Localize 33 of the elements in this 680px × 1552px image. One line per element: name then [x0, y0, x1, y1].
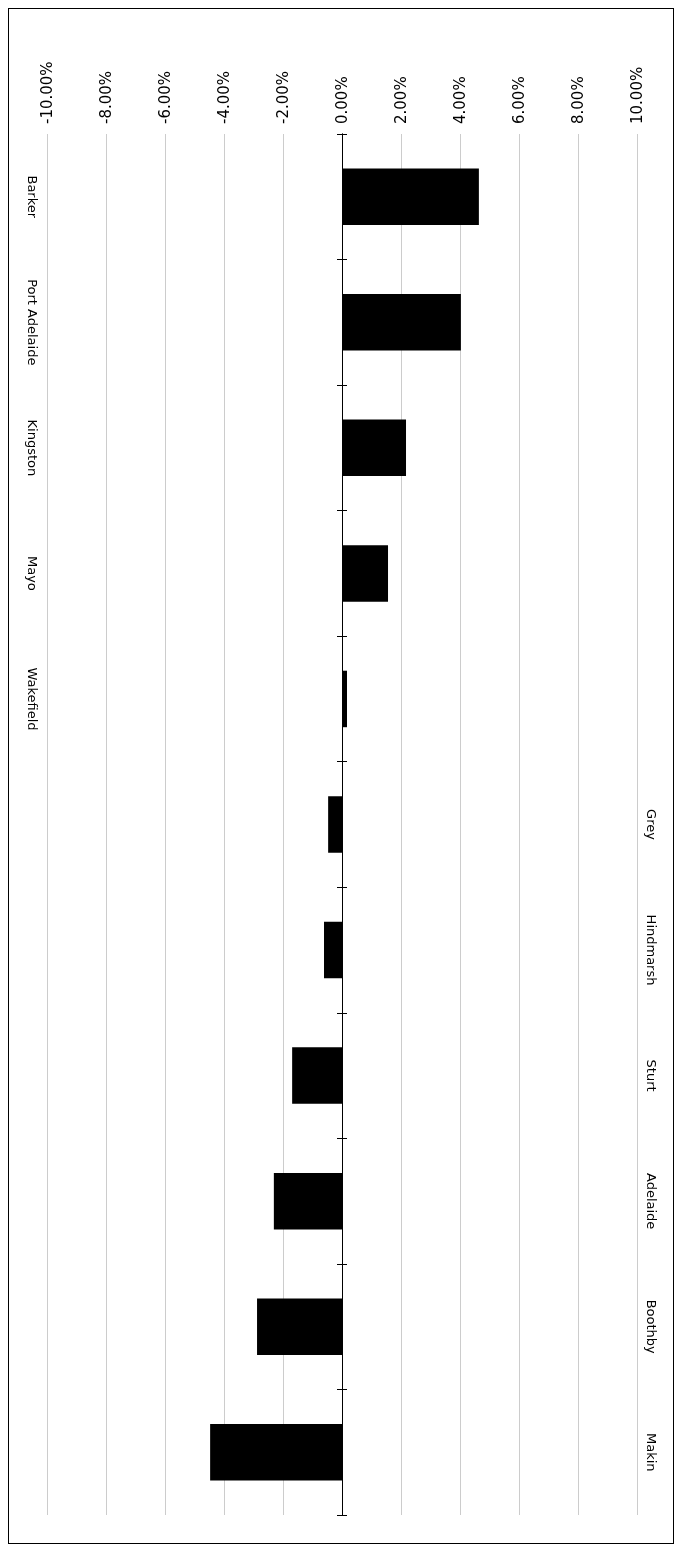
x-tick-label: -8.00%: [97, 70, 115, 124]
x-tick-label: -2.00%: [274, 70, 292, 124]
bar: [342, 419, 407, 477]
bar: [342, 168, 479, 226]
y-tick-label: Port Adelaide: [25, 279, 40, 366]
bar: [324, 921, 342, 979]
y-tick-label: Mayo: [25, 555, 40, 591]
x-tick-label: -6.00%: [156, 70, 174, 124]
bar: [328, 796, 342, 853]
x-tick-label: 0.00%: [333, 76, 351, 124]
y-tick-label: Hindmarsh: [644, 914, 659, 986]
y-tick-label: Kingston: [25, 419, 40, 477]
bar: [292, 1047, 342, 1104]
x-tick-label: 8.00%: [569, 76, 587, 124]
bar: [342, 294, 461, 351]
y-tick-label: Sturt: [644, 1059, 659, 1092]
x-tick-label: 2.00%: [392, 76, 410, 124]
x-tick-label: -4.00%: [215, 70, 233, 124]
y-tick-label: Makin: [644, 1432, 659, 1472]
bar: [210, 1423, 342, 1481]
x-tick-label: -10.00%: [38, 61, 56, 124]
y-tick-label: Boothby: [644, 1299, 659, 1355]
bar: [257, 1298, 342, 1355]
x-tick-label: 10.00%: [628, 66, 646, 124]
y-tick-label: Adelaide: [644, 1172, 659, 1230]
bar: [342, 670, 348, 728]
x-tick-label: 6.00%: [510, 76, 528, 124]
bar: [273, 1172, 342, 1230]
y-tick-label: Grey: [644, 809, 659, 841]
x-tick-label: 4.00%: [451, 76, 469, 124]
y-tick-label: Wakefield: [25, 667, 40, 731]
bar: [342, 545, 389, 602]
y-tick-label: Barker: [25, 175, 40, 219]
